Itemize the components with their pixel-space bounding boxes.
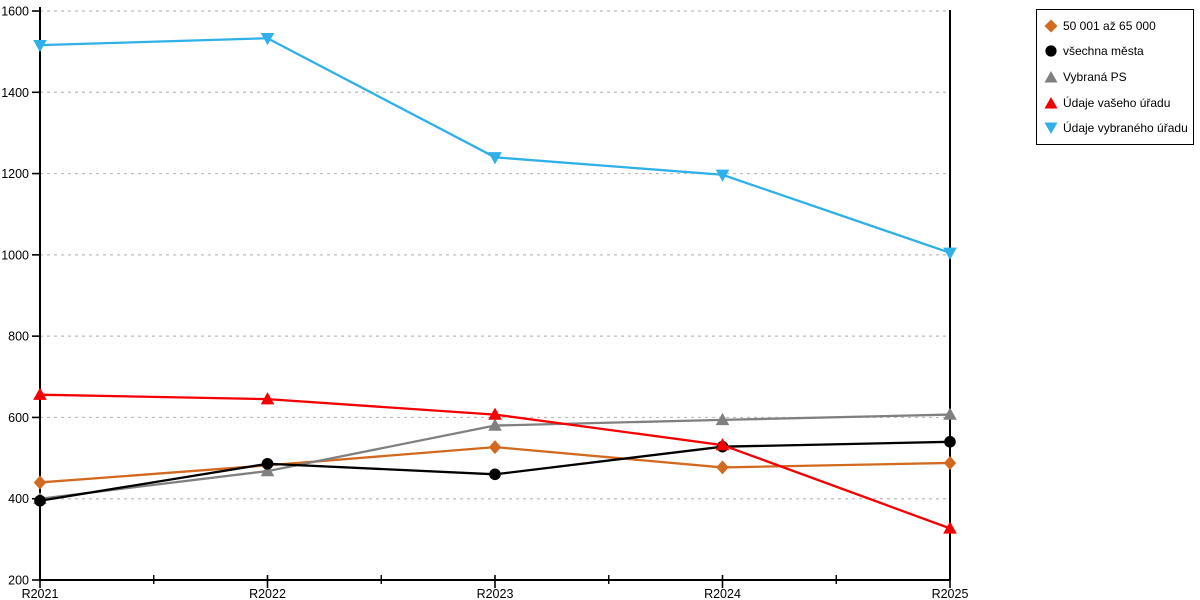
- data-point-triangle-down-icon: [488, 152, 502, 165]
- y-tick-label: 200: [8, 574, 29, 588]
- legend: 50 001 až 65 000 všechna města Vybraná P…: [1036, 9, 1194, 145]
- triangle-down-icon: [1044, 121, 1058, 135]
- legend-item: 50 001 až 65 000: [1044, 19, 1191, 33]
- x-tick-label: R2024: [704, 587, 741, 600]
- data-point-diamond-icon: [716, 460, 729, 475]
- data-point-triangle-up-icon: [260, 392, 275, 405]
- data-point-triangle-up-icon: [943, 521, 957, 534]
- data-point-triangle-up-icon: [488, 407, 502, 420]
- data-point-triangle-up-icon: [260, 464, 275, 477]
- y-tick-label: 1400: [1, 86, 29, 100]
- x-tick-label: R2021: [22, 587, 59, 600]
- y-tick-label: 1200: [1, 167, 29, 181]
- legend-label: Vybraná PS: [1063, 69, 1127, 84]
- data-point-diamond-icon: [943, 455, 957, 470]
- data-point-diamond-icon: [33, 475, 47, 490]
- legend-label: Údaje vašeho úřadu: [1063, 95, 1171, 110]
- y-tick-label: 800: [8, 330, 29, 344]
- data-point-triangle-up-icon: [715, 412, 730, 426]
- y-tick-label: 1600: [1, 5, 29, 19]
- legend-item: Údaje vašeho úřadu: [1044, 96, 1191, 110]
- series-line: [39, 37, 951, 254]
- data-point-triangle-down-icon: [260, 33, 275, 46]
- legend-label: všechna města: [1063, 44, 1144, 59]
- data-point-circle-icon: [261, 457, 274, 470]
- y-tick-label: 1000: [1, 248, 29, 262]
- data-point-diamond-icon: [488, 440, 502, 455]
- data-point-triangle-down-icon: [715, 169, 730, 182]
- x-tick-label: R2022: [249, 587, 286, 600]
- legend-item: všechna města: [1044, 44, 1191, 58]
- circle-icon: [1044, 44, 1058, 58]
- triangle-up-icon: [1044, 70, 1058, 84]
- legend-item: Údaje vybraného úřadu: [1044, 121, 1191, 135]
- legend-label: Údaje vybraného úřadu: [1063, 121, 1188, 136]
- legend-item: Vybraná PS: [1044, 70, 1191, 84]
- data-point-triangle-down-icon: [943, 247, 957, 260]
- data-point-triangle-up-icon: [715, 438, 730, 451]
- data-point-triangle-up-icon: [488, 418, 502, 431]
- y-tick-label: 600: [8, 411, 29, 425]
- data-point-triangle-up-icon: [943, 407, 957, 420]
- x-tick-label: R2023: [477, 587, 514, 600]
- data-point-triangle-up-icon: [33, 387, 47, 400]
- x-tick-label: R2025: [932, 587, 969, 600]
- triangle-up-icon: [1044, 96, 1058, 110]
- data-point-triangle-down-icon: [33, 39, 47, 53]
- data-point-circle-icon: [489, 468, 501, 481]
- diamond-icon: [1044, 19, 1058, 33]
- data-point-circle-icon: [34, 494, 46, 507]
- legend-label: 50 001 až 65 000: [1063, 18, 1156, 33]
- data-point-circle-icon: [944, 436, 956, 448]
- y-tick-label: 400: [8, 492, 29, 506]
